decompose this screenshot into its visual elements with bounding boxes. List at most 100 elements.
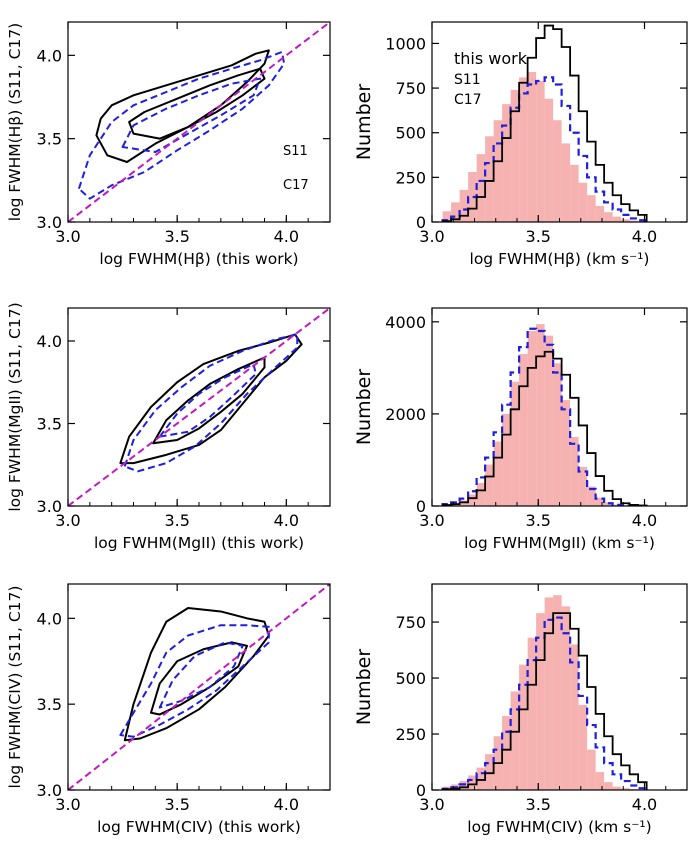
one-to-one-line: [68, 584, 330, 790]
x-axis-label: log FWHM(Hβ) (km s⁻¹): [470, 250, 650, 268]
y-tick-label: 4.0: [37, 46, 62, 65]
y-axis-label: log FWHM(Hβ) (S11, C17): [6, 23, 24, 221]
contour-c17: [128, 67, 266, 140]
histogram-bar: [561, 606, 571, 790]
histogram-bar: [570, 644, 579, 790]
histogram-bar: [604, 502, 613, 506]
histogram-bar: [476, 482, 486, 506]
x-axis-label: log FWHM(CIV) (this work): [97, 818, 301, 836]
y-tick-label: 3.0: [37, 213, 62, 232]
histogram-bar: [502, 104, 511, 222]
histogram-bar: [578, 182, 588, 222]
histogram-bar: [459, 189, 469, 222]
y-tick-label: 4000: [385, 313, 426, 332]
data-layer: [68, 308, 330, 506]
y-tick-label: 0: [416, 213, 426, 232]
histogram-s11-line: [441, 616, 648, 790]
histogram-c17-line: [441, 350, 648, 506]
x-tick-label: 3.0: [55, 227, 80, 246]
contour-c17: [123, 607, 270, 742]
histogram-bar: [519, 354, 528, 506]
histogram-bar: [527, 72, 537, 222]
x-tick-label: 3.5: [164, 795, 189, 814]
histogram-bar: [604, 782, 613, 790]
histogram-bar: [629, 220, 639, 222]
y-tick-label: 3.5: [37, 130, 62, 149]
histogram-bar: [476, 767, 486, 790]
contour-s11: [158, 363, 257, 438]
legend-entry: C17: [454, 92, 482, 108]
histogram-bar: [536, 613, 545, 790]
y-tick-label: 500: [395, 124, 426, 143]
histogram-bar: [553, 363, 562, 506]
x-tick-label: 4.0: [632, 227, 657, 246]
legend-entry: C17: [283, 178, 309, 193]
histogram-bar: [561, 400, 571, 506]
histogram-bar: [493, 120, 503, 222]
y-tick-label: 3.5: [37, 415, 62, 434]
legend-entry: this work: [454, 49, 528, 68]
y-tick-label: 2000: [385, 405, 426, 424]
x-tick-label: 3.5: [164, 511, 189, 530]
histogram-bar: [485, 464, 494, 506]
histogram-bar: [510, 381, 520, 506]
x-tick-label: 4.0: [632, 795, 657, 814]
data-layer: [68, 584, 330, 790]
x-tick-label: 4.0: [274, 795, 299, 814]
x-tick-label: 4.0: [274, 227, 299, 246]
y-axis-label: log FWHM(CIV) (S11, C17): [6, 586, 24, 789]
x-axis-label: log FWHM(Hβ) (this work): [99, 250, 298, 268]
histogram-bar: [493, 441, 503, 506]
histogram-bar: [485, 136, 494, 222]
y-tick-label: 4.0: [37, 609, 62, 628]
histogram-bar: [451, 202, 460, 222]
histogram-bar: [595, 772, 605, 790]
mgii-distribution-panel: 3.0 3.5 4.0 0 2000 4000 log FWHM(MgII) (km s⁻¹…: [353, 307, 688, 552]
legend-entry: S11: [283, 144, 308, 159]
y-axis-label: Number: [353, 649, 375, 726]
data-layer: [441, 595, 648, 790]
histogram-bar: [612, 504, 622, 506]
mgii-comparison-panel: 3.0 3.5 4.0 3.0 3.5 4.0 log FWHM(MgII) (this w…: [6, 302, 331, 552]
data-layer: [441, 24, 648, 222]
y-tick-label: 0: [416, 497, 426, 516]
one-to-one-line: [68, 308, 330, 506]
x-tick-label: 4.0: [274, 511, 299, 530]
histogram-bar: [468, 172, 477, 222]
y-axis-label: Number: [353, 369, 375, 446]
x-tick-label: 3.5: [526, 511, 551, 530]
data-layer: [441, 324, 648, 506]
contour-c17: [152, 356, 266, 445]
histogram-bar: [612, 786, 622, 790]
x-tick-label: 3.0: [419, 227, 444, 246]
x-axis-label: log FWHM(MgII) (km s⁻¹): [464, 534, 655, 552]
histogram-bar: [485, 754, 494, 790]
x-axis-label: log FWHM(MgII) (this work): [94, 534, 304, 552]
histogram-bar: [578, 704, 588, 790]
contour-s11: [158, 641, 244, 709]
y-tick-label: 3.0: [37, 497, 62, 516]
histogram-bar: [595, 205, 605, 222]
histogram-bar: [519, 77, 528, 222]
x-tick-label: 4.0: [632, 511, 657, 530]
histogram-bar: [587, 749, 596, 790]
y-tick-label: 500: [395, 669, 426, 688]
histogram-bar: [468, 494, 477, 506]
histogram-bar: [527, 331, 537, 506]
contour-s11: [119, 624, 270, 738]
histogram-bar: [510, 691, 520, 790]
y-axis-label: Number: [353, 84, 375, 161]
hbeta-comparison-panel: 3.0 3.5 4.0 3.0 3.5 4.0 log FWHM(Hβ) (this wor…: [6, 21, 331, 268]
histogram-bar: [544, 597, 554, 790]
histogram-bar: [621, 219, 630, 222]
histogram-bar: [442, 211, 452, 222]
histogram-bar: [544, 335, 554, 506]
histogram-bar: [570, 436, 579, 506]
histogram-bar: [459, 500, 469, 506]
histogram-s11-line: [441, 76, 648, 222]
x-tick-label: 3.5: [526, 795, 551, 814]
histogram-bar: [502, 716, 511, 790]
histogram-bar: [510, 89, 520, 222]
y-tick-label: 250: [395, 168, 426, 187]
histogram-s11-line: [441, 327, 648, 506]
